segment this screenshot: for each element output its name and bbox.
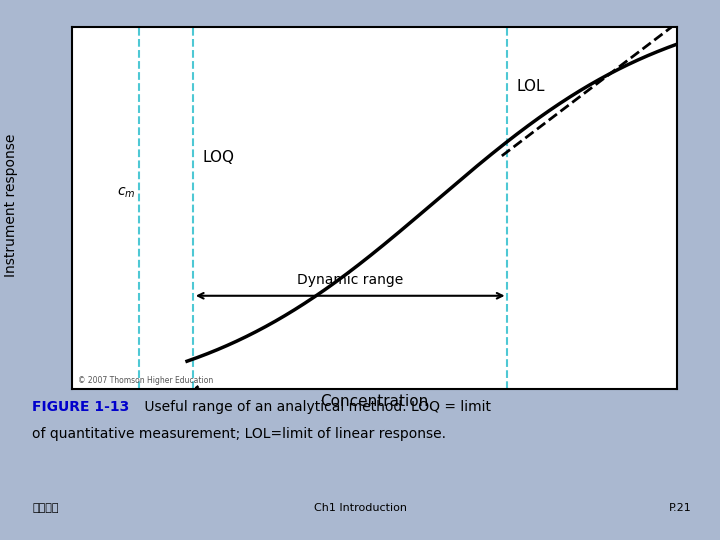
Text: 歐亞書局: 歐亞書局	[32, 503, 59, 513]
Text: P.21: P.21	[668, 503, 691, 513]
Text: Ch1 Introduction: Ch1 Introduction	[313, 503, 407, 513]
Text: Instrument response: Instrument response	[4, 133, 18, 277]
X-axis label: Concentration: Concentration	[320, 394, 428, 409]
Text: of quantitative measurement; LOL=limit of linear response.: of quantitative measurement; LOL=limit o…	[32, 427, 446, 441]
Text: $c_m$: $c_m$	[117, 186, 135, 200]
Text: LOL: LOL	[516, 79, 545, 93]
Text: FIGURE 1-13: FIGURE 1-13	[32, 400, 130, 414]
Text: LOQ: LOQ	[202, 150, 234, 165]
Text: Useful range of an analytical method. LOQ = limit: Useful range of an analytical method. LO…	[140, 400, 491, 414]
Text: © 2007 Thomson Higher Education: © 2007 Thomson Higher Education	[78, 376, 213, 385]
Text: Dynamic range: Dynamic range	[297, 273, 403, 287]
